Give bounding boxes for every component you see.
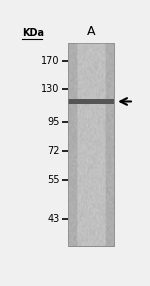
Text: 55: 55 <box>47 175 59 185</box>
Text: 130: 130 <box>41 84 59 94</box>
Text: 43: 43 <box>47 214 59 224</box>
Bar <box>68 43 114 246</box>
Text: 95: 95 <box>47 118 59 127</box>
Text: KDa: KDa <box>22 28 44 38</box>
Text: A: A <box>87 25 95 38</box>
Bar <box>68 99 114 104</box>
Bar <box>68 43 114 246</box>
Text: 170: 170 <box>41 56 59 66</box>
Text: 72: 72 <box>47 146 59 156</box>
